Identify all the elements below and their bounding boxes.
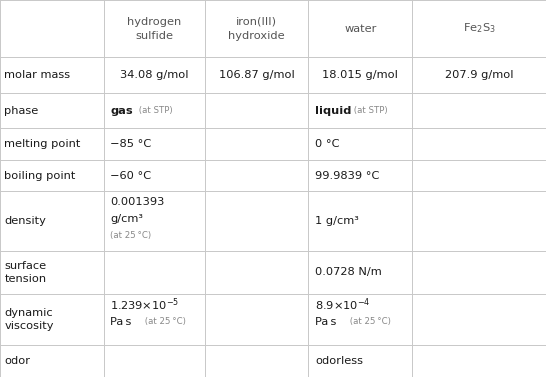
Text: molar mass: molar mass <box>4 70 70 80</box>
Text: water: water <box>344 23 377 34</box>
Text: (at 25 °C): (at 25 °C) <box>347 317 390 326</box>
Text: 0.001393: 0.001393 <box>110 197 165 207</box>
Text: 0.0728 N/m: 0.0728 N/m <box>315 267 382 277</box>
Text: dynamic
viscosity: dynamic viscosity <box>4 308 54 331</box>
Text: hydrogen
sulfide: hydrogen sulfide <box>127 17 181 40</box>
Text: (at 25 °C): (at 25 °C) <box>110 231 151 240</box>
Text: 8.9$\times$10$^{-4}$: 8.9$\times$10$^{-4}$ <box>315 297 371 313</box>
Text: 34.08 g/mol: 34.08 g/mol <box>120 70 188 80</box>
Text: boiling point: boiling point <box>4 170 76 181</box>
Text: 1.239$\times$10$^{-5}$: 1.239$\times$10$^{-5}$ <box>110 297 180 313</box>
Text: 1 g/cm³: 1 g/cm³ <box>315 216 359 226</box>
Text: (at 25 °C): (at 25 °C) <box>142 317 186 326</box>
Text: (at STP): (at STP) <box>351 106 387 115</box>
Text: Fe$_2$S$_3$: Fe$_2$S$_3$ <box>463 21 495 35</box>
Text: g/cm³: g/cm³ <box>110 214 143 224</box>
Text: 0 °C: 0 °C <box>315 139 340 149</box>
Text: phase: phase <box>4 106 39 116</box>
Text: −60 °C: −60 °C <box>110 170 151 181</box>
Text: −85 °C: −85 °C <box>110 139 152 149</box>
Text: 18.015 g/mol: 18.015 g/mol <box>323 70 398 80</box>
Text: (at STP): (at STP) <box>136 106 173 115</box>
Text: Pa s: Pa s <box>315 317 336 326</box>
Text: iron(III)
hydroxide: iron(III) hydroxide <box>228 17 285 40</box>
Text: odorless: odorless <box>315 356 363 366</box>
Text: density: density <box>4 216 46 226</box>
Text: liquid: liquid <box>315 106 352 116</box>
Text: 106.87 g/mol: 106.87 g/mol <box>219 70 294 80</box>
Text: 99.9839 °C: 99.9839 °C <box>315 170 379 181</box>
Text: Pa s: Pa s <box>110 317 132 326</box>
Text: surface
tension: surface tension <box>4 261 46 284</box>
Text: odor: odor <box>4 356 31 366</box>
Text: gas: gas <box>110 106 133 116</box>
Text: 207.9 g/mol: 207.9 g/mol <box>445 70 513 80</box>
Text: melting point: melting point <box>4 139 81 149</box>
